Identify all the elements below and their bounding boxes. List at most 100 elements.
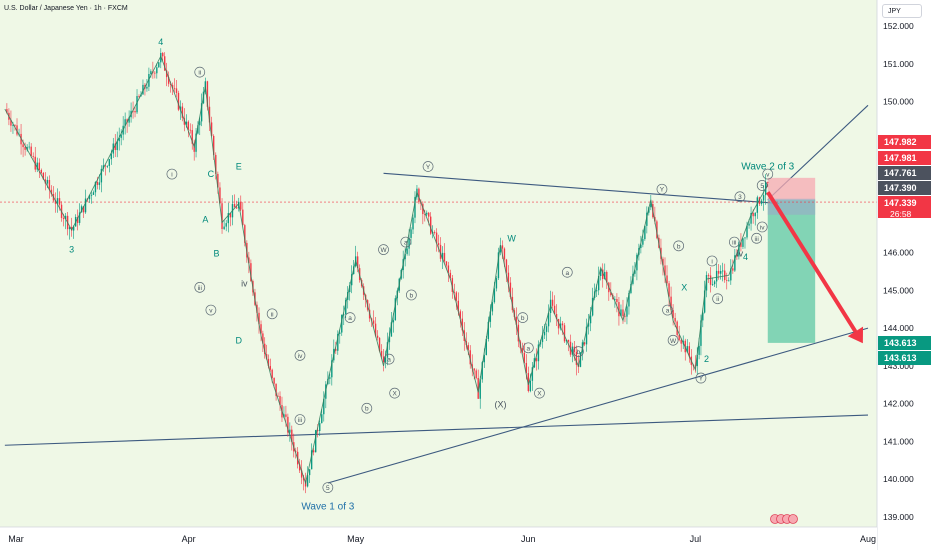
candle-body <box>497 252 500 279</box>
candle-body <box>597 276 600 291</box>
candle-body <box>12 124 14 126</box>
candle-body <box>505 259 508 273</box>
candle-body <box>531 367 534 381</box>
candle-body <box>206 81 209 107</box>
candle-body <box>215 154 217 174</box>
candle-body <box>604 271 606 279</box>
y-tick-label: 152.000 <box>883 21 914 31</box>
candle-body <box>32 156 34 157</box>
candle-body <box>384 357 387 363</box>
candle-body <box>256 304 258 313</box>
wave-label: Wave 2 of 3 <box>741 162 794 173</box>
candle-body <box>672 310 674 318</box>
candle-body <box>68 227 71 230</box>
candle-body <box>567 339 570 342</box>
candle-body <box>262 333 264 344</box>
currency-scale-button[interactable]: JPY <box>882 4 922 18</box>
candle-body <box>587 323 590 327</box>
wave-label: B <box>213 248 219 258</box>
candle-body <box>451 278 454 292</box>
candle-body <box>356 256 359 269</box>
candle-body <box>173 88 176 90</box>
candle-body <box>408 237 410 249</box>
candle-body <box>717 270 720 274</box>
candle-body <box>573 346 576 352</box>
candle-body <box>386 342 389 358</box>
candle-body <box>285 414 287 417</box>
wave-label: (X) <box>494 399 506 409</box>
candle-body <box>525 362 528 374</box>
candle-body <box>469 350 471 365</box>
wave-label-circle <box>706 255 718 267</box>
trendline <box>4 414 869 446</box>
candle-body <box>439 244 442 259</box>
candle-body <box>746 225 748 238</box>
candle-body <box>713 281 716 285</box>
candle-body <box>424 214 426 215</box>
candle-body <box>614 299 616 300</box>
candle-body <box>14 124 16 126</box>
wave-label: b <box>677 243 681 250</box>
candle-body <box>197 125 199 134</box>
candle-body <box>734 255 736 271</box>
candle-body <box>349 285 351 293</box>
wave-label-circle <box>294 350 306 361</box>
candle-body <box>146 86 148 89</box>
candle-body <box>656 221 658 238</box>
candle-body <box>414 197 416 218</box>
candle-body <box>128 117 130 123</box>
candle-body <box>495 278 498 289</box>
candle-body <box>499 245 502 253</box>
wave-label: iv <box>760 224 765 231</box>
candle-body <box>630 283 632 293</box>
candle-body <box>547 312 550 327</box>
wave-label: 3 <box>738 194 742 201</box>
candle-body <box>100 168 103 183</box>
candle-body <box>537 344 540 362</box>
wave-label: 4 <box>158 37 163 47</box>
price-tag-value: 147.981 <box>884 153 917 163</box>
candle-body <box>719 271 722 274</box>
candle-body <box>242 209 244 226</box>
wave-label-circle <box>656 183 668 195</box>
wave-label-circle <box>695 372 707 384</box>
x-tick-label: Mar <box>8 534 24 544</box>
y-tick-label: 143.000 <box>883 361 914 371</box>
candle-body <box>96 181 99 185</box>
candle-body <box>24 147 26 150</box>
candle-body <box>78 212 81 223</box>
candle-body <box>92 192 95 195</box>
candle-body <box>591 297 594 316</box>
candle-body <box>728 280 730 282</box>
candle-body <box>171 84 174 89</box>
candle-body <box>477 377 479 399</box>
candle-body <box>535 358 538 362</box>
wave-label: iii <box>298 417 302 424</box>
candle-body <box>616 299 618 303</box>
candle-body <box>187 121 189 130</box>
event-marker-icon <box>788 514 798 524</box>
candle-body <box>503 248 506 260</box>
wave-label: 2 <box>704 354 709 364</box>
candle-body <box>437 243 440 245</box>
y-tick-label: 151.000 <box>883 59 914 69</box>
wave-label-circle <box>266 308 278 320</box>
wave-label: 3 <box>69 245 74 255</box>
candle-body <box>191 130 193 144</box>
candle-body <box>732 268 734 271</box>
candle-body <box>394 298 397 321</box>
wave-label: v <box>766 172 770 179</box>
wave-label: a <box>527 345 531 352</box>
candle-body <box>277 395 279 397</box>
y-tick-label: 142.000 <box>883 399 914 409</box>
candle-body <box>726 280 728 281</box>
wave-label: b <box>365 406 369 413</box>
candle-body <box>634 270 636 274</box>
candle-body <box>744 237 746 239</box>
wave-label-circle <box>166 168 178 180</box>
candle-body <box>264 343 266 355</box>
candle-body <box>700 320 702 346</box>
candle-body <box>561 323 564 326</box>
